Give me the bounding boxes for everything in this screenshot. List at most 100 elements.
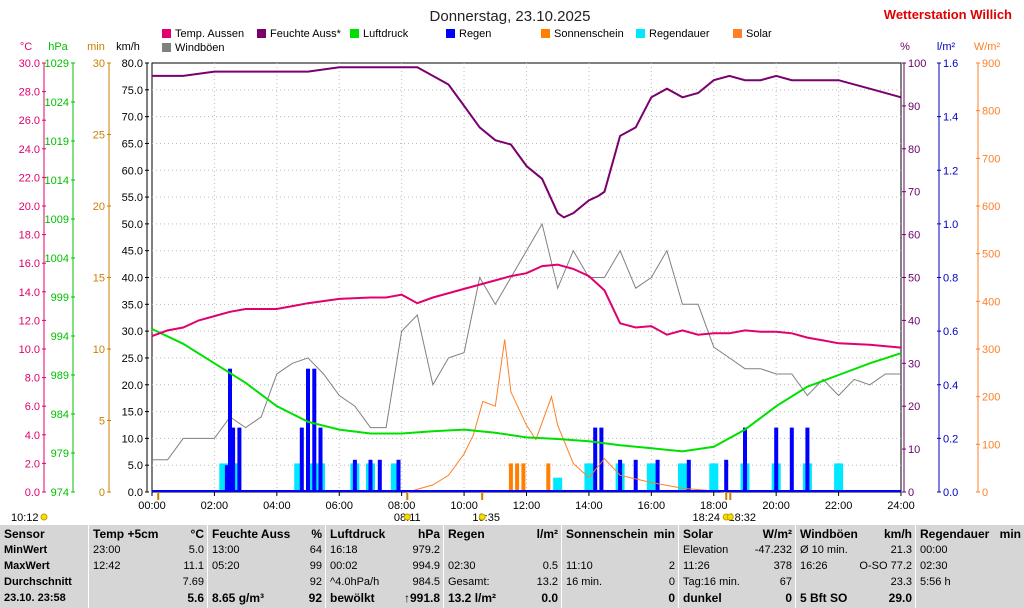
time-tick-label: 16:00 <box>638 500 666 512</box>
axis-tick-label: 80.0 <box>122 58 143 70</box>
stat-row: ^4.0hPa/h 984.5 <box>330 574 440 590</box>
stat-value: 67 <box>779 576 792 588</box>
bar-regen <box>724 459 729 492</box>
axis-tick-label: 10.0 <box>122 433 143 445</box>
axis-tick-label: 30.0 <box>19 58 40 70</box>
legend-label: Feuchte Auss* <box>270 28 342 40</box>
stat-header-row: Windböen km/h <box>800 526 912 542</box>
bar-regendauer <box>834 463 844 492</box>
legend-label: Windböen <box>175 42 225 54</box>
stat-row: 23.3 <box>800 574 912 590</box>
stat-value: 23.3 <box>890 576 912 588</box>
stat-header-row: Temp +5cm °C <box>93 526 204 542</box>
stat-label: Solar <box>683 527 714 541</box>
stat-value: 984.5 <box>412 576 440 588</box>
axis-tick-label: 900 <box>982 58 1000 70</box>
axis-tick-label: 35.0 <box>122 299 143 311</box>
axis-tick-label: 100 <box>908 58 926 70</box>
stat-value: 0.5 <box>542 560 558 572</box>
stat-row: Tag:16 min. 67 <box>683 574 792 590</box>
stat-value: 5.6 <box>187 591 204 605</box>
stat-row: 11:10 2 <box>566 558 675 574</box>
axis-tick-label: 25.0 <box>122 353 143 365</box>
time-tick-label: 08:00 <box>388 500 416 512</box>
stat-column: Temp +5cm °C 23:00 5.0 12:42 11.1 7.69 5.6 <box>88 525 208 608</box>
stat-row: 5:56 h <box>920 574 1021 590</box>
stat-value: 0 <box>668 591 675 605</box>
stat-header-row: Regen l/m² <box>448 526 558 542</box>
stat-row: 00:00 <box>920 542 1021 558</box>
bar-regen <box>318 427 323 492</box>
legend-label: Sonnenschein <box>554 28 624 40</box>
stat-value: min <box>999 527 1021 541</box>
stat-row: 02:30 0.5 <box>448 558 558 574</box>
bar-regen <box>686 459 691 492</box>
stat-row: 16 min. 0 <box>566 574 675 590</box>
axis-tick-label: 500 <box>982 249 1000 261</box>
axis-unit-right: l/m² <box>937 41 956 53</box>
legend-label: Temp. Aussen <box>175 28 244 40</box>
bar-regendauer <box>553 477 563 492</box>
bar-regen <box>228 368 232 492</box>
axis-tick-label: 0.4 <box>943 380 958 392</box>
bar-regen <box>231 427 236 492</box>
stat-value: 99 <box>309 560 322 572</box>
stat-label: Durchschnitt <box>4 576 72 588</box>
axis-unit-left: min <box>87 41 105 53</box>
stat-row: 5 Bft SO 29.0 <box>800 590 912 606</box>
sun-icon <box>40 513 48 521</box>
station-name: Wetterstation Willich <box>884 7 1012 22</box>
axis-tick-label: 979 <box>51 448 69 460</box>
stat-column: Feuchte Auss% 13:00 64 05:20 99 92 8.65 g/m³ 92 <box>207 525 326 608</box>
sun-icon <box>726 513 734 521</box>
time-marker-label: 10:35 <box>472 512 500 524</box>
stat-row: 8.65 g/m³ 92 <box>212 590 322 606</box>
axis-tick-label: 20 <box>908 401 920 413</box>
stat-label: Luftdruck <box>330 527 386 541</box>
time-tick-label: 00:00 <box>138 500 166 512</box>
stat-column: Regendauer min 00:00 02:30 5:56 h <box>915 525 1024 608</box>
bar-regen <box>396 459 401 492</box>
legend-swatch <box>446 29 455 38</box>
bar-regendauer <box>219 463 229 492</box>
stat-label: 23.10. 23:58 <box>4 592 66 604</box>
stat-value: km/h <box>883 527 912 541</box>
axis-tick-label: 0 <box>982 487 988 499</box>
stat-label: 5:56 h <box>920 576 951 588</box>
bar-regendauer <box>646 463 656 492</box>
axis-tick-label: 10 <box>93 344 105 356</box>
stat-row <box>448 542 558 558</box>
axis-unit-left: °C <box>20 41 32 53</box>
axis-tick-label: 1029 <box>45 58 69 70</box>
stat-value: 11.1 <box>183 560 204 572</box>
sun-icon <box>403 513 411 521</box>
stat-row <box>920 590 1021 606</box>
time-tick-label: 10:00 <box>450 500 478 512</box>
time-tick-label: 12:00 <box>513 500 541 512</box>
stat-label: Sonnenschein <box>566 527 649 541</box>
stat-row: dunkel 0 <box>683 590 792 606</box>
stat-value: °C <box>190 527 204 541</box>
axis-tick-label: 1009 <box>45 214 69 226</box>
axis-tick-label: 26.0 <box>19 115 40 127</box>
stat-label: 02:30 <box>920 560 948 572</box>
time-tick-label: 22:00 <box>825 500 853 512</box>
stat-header-row: Sonnenschein min <box>566 526 675 542</box>
bar-sonnenschein <box>521 463 526 492</box>
legend-swatch <box>541 29 550 38</box>
axis-tick-label: 989 <box>51 370 69 382</box>
axis-tick-label: 75.0 <box>122 85 143 97</box>
stat-header-row: Solar W/m² <box>683 526 792 542</box>
axis-tick-label: 0.2 <box>943 433 958 445</box>
axis-tick-label: 70.0 <box>122 112 143 124</box>
stat-label: Temp +5cm <box>93 527 159 541</box>
axis-tick-label: 1019 <box>45 136 69 148</box>
axis-tick-label: 55.0 <box>122 192 143 204</box>
bar-sonnenschein <box>515 463 520 492</box>
stat-label: MinWert <box>4 544 48 556</box>
stat-value: -47.232 <box>754 544 792 556</box>
bar-regendauer <box>390 463 400 492</box>
axis-tick-label: 60 <box>908 230 920 242</box>
series-line-feuchte-auss- <box>152 66 902 219</box>
